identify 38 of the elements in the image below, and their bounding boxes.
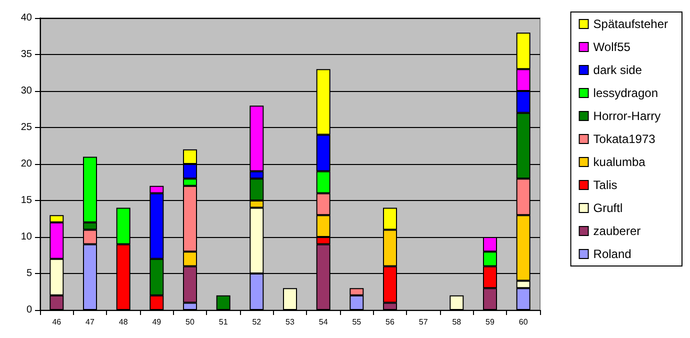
legend-label: Gruftl xyxy=(593,201,623,215)
y-tick-label: 20 xyxy=(20,158,32,170)
x-tick-label: 54 xyxy=(318,318,328,326)
x-tick-label: 55 xyxy=(352,318,362,326)
y-tick-label: 35 xyxy=(20,49,32,60)
legend-label: Spätaufsteher xyxy=(593,17,668,31)
x-tick-label: 50 xyxy=(186,318,195,326)
legend-label: Talis xyxy=(593,178,618,192)
bar xyxy=(216,295,230,310)
x-tick-label: 47 xyxy=(86,318,95,326)
x-tick-label: 57 xyxy=(418,318,428,326)
x-tick-label: 52 xyxy=(252,318,262,326)
y-tick-label: 0 xyxy=(26,304,32,316)
y-tick-label: 15 xyxy=(20,195,32,206)
bar xyxy=(450,295,464,310)
x-tick-label: 56 xyxy=(386,318,395,326)
y-tick-label: 30 xyxy=(20,86,32,96)
legend-label: dark side xyxy=(593,63,642,77)
y-tick-label: 5 xyxy=(26,268,32,279)
x-tick-label: 46 xyxy=(52,318,62,326)
legend-label: Horror-Harry xyxy=(593,109,661,123)
legend-label: Roland xyxy=(593,247,632,261)
legend-label: lessydragon xyxy=(593,86,658,100)
legend-label: zauberer xyxy=(593,224,641,238)
x-tick-label: 53 xyxy=(286,318,295,326)
legend-label: Tokata1973 xyxy=(593,132,656,146)
y-tick-label: 25 xyxy=(20,122,32,133)
bar xyxy=(283,288,297,310)
x-tick-label: 60 xyxy=(518,318,528,326)
x-tick-label: 58 xyxy=(452,318,462,326)
x-tick-label: 48 xyxy=(118,318,128,326)
x-tick-label: 49 xyxy=(152,318,162,326)
legend-label: kualumba xyxy=(593,155,646,169)
x-tick-label: 51 xyxy=(218,318,228,326)
x-tick-label: 59 xyxy=(486,318,495,326)
y-tick-label: 40 xyxy=(20,12,32,24)
y-tick-label: 10 xyxy=(20,232,32,242)
legend-label: Wolf55 xyxy=(593,40,631,54)
